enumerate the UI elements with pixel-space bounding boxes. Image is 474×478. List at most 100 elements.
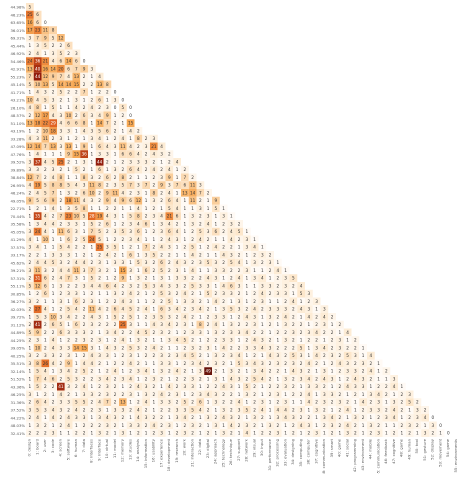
cell-value: 7 — [44, 144, 47, 149]
cell-value: 8 — [83, 121, 86, 126]
cell-value: 4 — [284, 415, 287, 420]
cell-value: 2 — [222, 330, 225, 335]
cell-value: 1 — [60, 206, 63, 211]
cell-value: 2 — [160, 190, 163, 195]
cell-value: 2 — [129, 384, 132, 389]
cell-value: 3 — [331, 353, 334, 358]
cell-value: 2 — [176, 221, 179, 226]
heatmap-cell — [235, 305, 243, 313]
heatmap-cell — [57, 274, 65, 282]
cell-value: 2 — [416, 400, 419, 405]
cell-value: 6 — [199, 400, 202, 405]
heatmap-cell — [72, 204, 81, 213]
cell-value: 44 — [97, 159, 103, 164]
heatmap-cell — [103, 111, 112, 120]
heatmap-cell — [235, 251, 243, 259]
heatmap-cell — [95, 289, 104, 298]
heatmap-cell — [80, 150, 88, 158]
cell-value: 4 — [91, 105, 94, 110]
cell-value: 4 — [168, 322, 171, 327]
cell-value: 4 — [75, 105, 78, 110]
cell-value: 20 — [58, 66, 64, 71]
heatmap-cell — [243, 282, 251, 290]
cell-value: 1 — [91, 415, 94, 420]
cell-value: 3 — [362, 361, 365, 366]
heatmap-cell — [219, 220, 228, 228]
cell-value: 1 — [377, 361, 380, 366]
cell-value: 3 — [67, 400, 70, 405]
heatmap-cell — [150, 344, 158, 352]
heatmap-cell — [119, 282, 127, 290]
column-label: 11: model — [112, 439, 117, 458]
heatmap-cell — [33, 305, 42, 313]
cell-value: 4 — [29, 136, 32, 141]
heatmap-cell — [72, 165, 81, 174]
heatmap-cell — [26, 165, 34, 174]
cell-value: 9 — [29, 198, 32, 203]
cell-value: 6 — [114, 307, 117, 312]
heatmap-cell — [72, 258, 81, 267]
cell-value: 3 — [191, 361, 194, 366]
cell-value: 4 — [323, 345, 326, 350]
heatmap-cell — [41, 297, 50, 306]
heatmap-cell — [219, 328, 228, 337]
heatmap-cell — [41, 328, 50, 337]
heatmap-cell — [188, 282, 197, 290]
cell-value: 1 — [284, 268, 287, 273]
cell-value: 1 — [98, 369, 101, 374]
cell-value: 5 — [191, 353, 194, 358]
cell-value: 4 — [377, 392, 380, 397]
cell-value: 2 — [153, 330, 156, 335]
heatmap-cell — [57, 88, 65, 96]
heatmap-cell — [64, 173, 73, 182]
cell-value: 1 — [29, 369, 32, 374]
heatmap-cell — [289, 305, 298, 313]
heatmap-cell — [49, 289, 57, 298]
heatmap-cell — [150, 158, 158, 166]
cell-value: 3 — [114, 167, 117, 172]
cell-value: 2 — [60, 291, 63, 296]
row-label: 32.14% — [11, 369, 26, 374]
cell-value: 4 — [98, 307, 101, 312]
column-label: 44: mobile — [368, 438, 373, 459]
cell-value: 3 — [277, 415, 280, 420]
cell-value: 0 — [44, 20, 47, 25]
heatmap-cell — [103, 165, 112, 174]
cell-value: 4 — [230, 229, 233, 234]
heatmap-cell — [165, 336, 174, 344]
heatmap-cell — [196, 227, 205, 236]
heatmap-cell — [72, 305, 81, 313]
cell-value: 1 — [83, 136, 86, 141]
cell-value: 1 — [60, 431, 63, 436]
cell-value: 1 — [354, 400, 357, 405]
cell-value: 4 — [145, 400, 148, 405]
heatmap-cell — [150, 142, 158, 151]
cell-value: 7 — [36, 376, 39, 381]
row-label: 33.17% — [11, 253, 26, 258]
heatmap-cell — [64, 65, 73, 73]
cell-value: 2 — [98, 175, 101, 180]
cell-value: 17 — [43, 113, 49, 118]
cell-value: 2 — [106, 369, 109, 374]
heatmap-cell — [250, 320, 259, 329]
heatmap-cell — [57, 243, 65, 251]
cell-value: 2 — [52, 400, 55, 405]
cell-value: 1 — [60, 105, 63, 110]
cell-value: 4 — [137, 330, 140, 335]
cell-value: 1 — [67, 299, 70, 304]
column-label: 3: code — [50, 438, 55, 453]
cell-value: 3 — [145, 392, 148, 397]
cell-value: 5 — [36, 384, 39, 389]
heatmap-cell — [134, 127, 143, 135]
cell-value: 1 — [238, 392, 241, 397]
heatmap-cell — [188, 189, 197, 197]
column-label: 29: visual — [251, 439, 256, 457]
cell-value: 1 — [184, 229, 187, 234]
cell-value: 3 — [215, 376, 218, 381]
heatmap-cell — [219, 313, 228, 321]
cell-value: 1 — [114, 113, 117, 118]
cell-value: 1 — [253, 268, 256, 273]
cell-value: 2 — [160, 299, 163, 304]
column-label: 42: programming — [352, 438, 357, 472]
heatmap-cell — [196, 320, 205, 329]
